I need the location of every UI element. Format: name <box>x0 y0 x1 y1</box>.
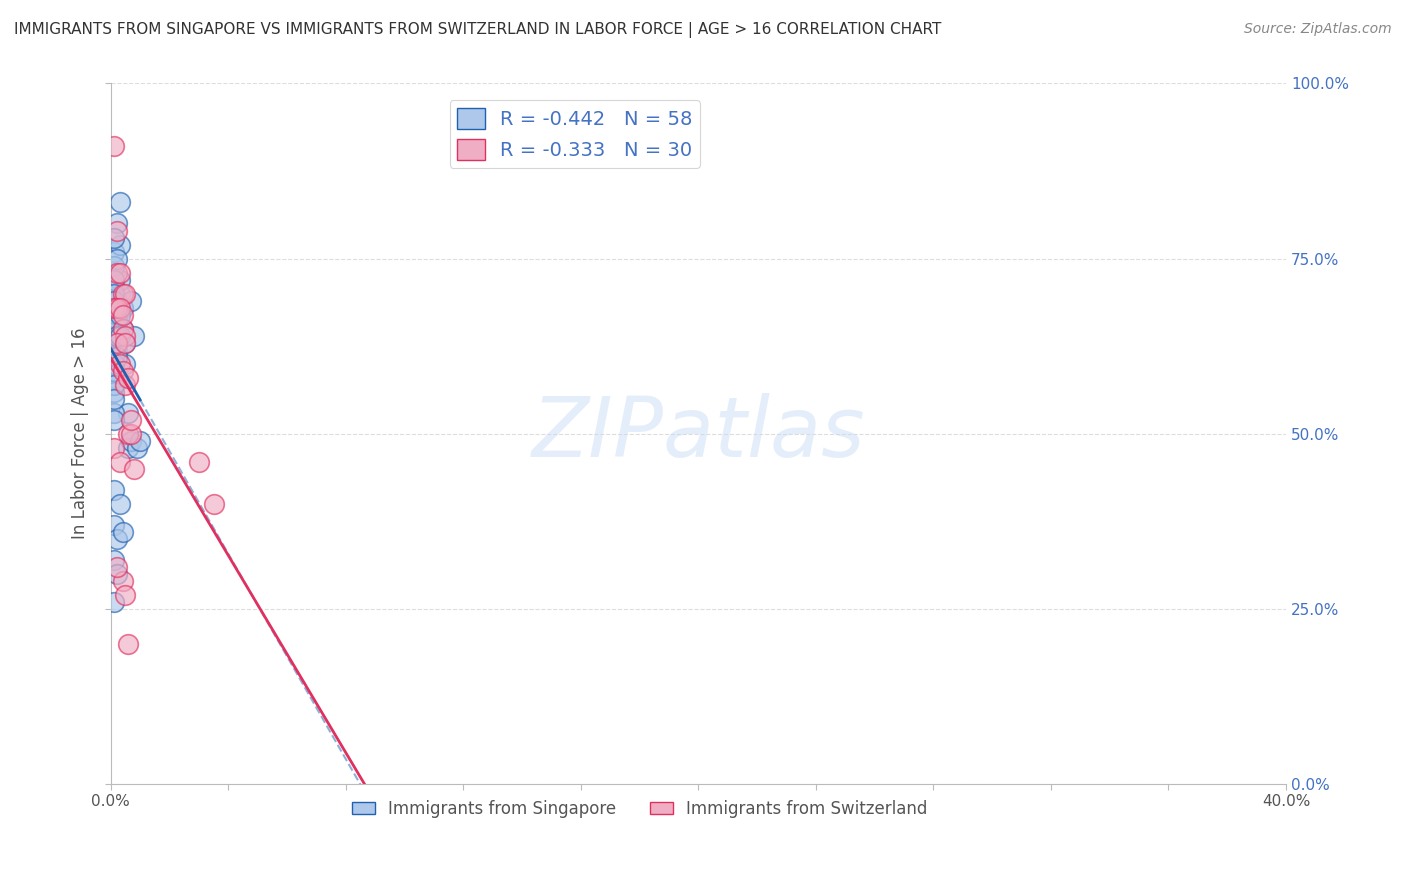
Point <box>117 426 139 441</box>
Point <box>103 350 125 364</box>
Point <box>120 293 142 308</box>
Point <box>105 328 128 343</box>
Point <box>187 454 209 468</box>
Point <box>114 286 136 301</box>
Point <box>105 217 128 231</box>
Point <box>111 286 134 301</box>
Point <box>108 454 131 468</box>
Point <box>105 532 128 546</box>
Point <box>103 286 125 301</box>
Point <box>108 497 131 511</box>
Point <box>108 195 131 210</box>
Point <box>105 301 128 315</box>
Point <box>103 406 125 420</box>
Point <box>108 237 131 252</box>
Point <box>108 301 131 315</box>
Point <box>117 370 139 384</box>
Point <box>114 335 136 350</box>
Y-axis label: In Labor Force | Age > 16: In Labor Force | Age > 16 <box>72 328 89 540</box>
Point <box>111 301 134 315</box>
Point <box>103 328 125 343</box>
Point <box>103 266 125 280</box>
Text: IMMIGRANTS FROM SINGAPORE VS IMMIGRANTS FROM SWITZERLAND IN LABOR FORCE | AGE > : IMMIGRANTS FROM SINGAPORE VS IMMIGRANTS … <box>14 22 942 38</box>
Point <box>105 314 128 328</box>
Point <box>122 328 145 343</box>
Point <box>111 574 134 588</box>
Point <box>202 497 225 511</box>
Point <box>103 301 125 315</box>
Point <box>105 223 128 237</box>
Point <box>114 335 136 350</box>
Point <box>103 272 125 286</box>
Point <box>103 314 125 328</box>
Point <box>103 384 125 399</box>
Legend: Immigrants from Singapore, Immigrants from Switzerland: Immigrants from Singapore, Immigrants fr… <box>344 793 935 824</box>
Point <box>103 392 125 406</box>
Point <box>120 434 142 448</box>
Point <box>120 412 142 426</box>
Point <box>117 441 139 455</box>
Point <box>103 301 125 315</box>
Point <box>103 259 125 273</box>
Point <box>103 517 125 532</box>
Point <box>105 335 128 350</box>
Point <box>103 139 125 153</box>
Point <box>105 252 128 266</box>
Point <box>108 266 131 280</box>
Point <box>117 406 139 420</box>
Point <box>103 244 125 259</box>
Point <box>111 363 134 377</box>
Point <box>127 441 149 455</box>
Point <box>129 434 152 448</box>
Point <box>103 552 125 566</box>
Point <box>105 566 128 581</box>
Point <box>108 272 131 286</box>
Point <box>120 426 142 441</box>
Point <box>103 363 125 377</box>
Point <box>103 441 125 455</box>
Point <box>103 357 125 371</box>
Point <box>114 377 136 392</box>
Point <box>108 357 131 371</box>
Point <box>108 286 131 301</box>
Point <box>103 363 125 377</box>
Text: ZIPatlas: ZIPatlas <box>531 393 865 474</box>
Point <box>105 266 128 280</box>
Text: Source: ZipAtlas.com: Source: ZipAtlas.com <box>1244 22 1392 37</box>
Point <box>105 293 128 308</box>
Point <box>103 357 125 371</box>
Point <box>103 230 125 244</box>
Point <box>103 321 125 335</box>
Point <box>111 321 134 335</box>
Point <box>114 588 136 602</box>
Point <box>108 328 131 343</box>
Point <box>114 357 136 371</box>
Point <box>111 524 134 539</box>
Point <box>111 308 134 322</box>
Point <box>117 637 139 651</box>
Point <box>103 483 125 497</box>
Point <box>103 293 125 308</box>
Point <box>103 377 125 392</box>
Point <box>103 301 125 315</box>
Point <box>105 559 128 574</box>
Point <box>103 335 125 350</box>
Point <box>111 321 134 335</box>
Point <box>122 461 145 475</box>
Point <box>103 412 125 426</box>
Point <box>105 350 128 364</box>
Point <box>103 595 125 609</box>
Point <box>108 308 131 322</box>
Point <box>103 370 125 384</box>
Point <box>105 308 128 322</box>
Point <box>105 343 128 357</box>
Point <box>103 279 125 293</box>
Point <box>114 328 136 343</box>
